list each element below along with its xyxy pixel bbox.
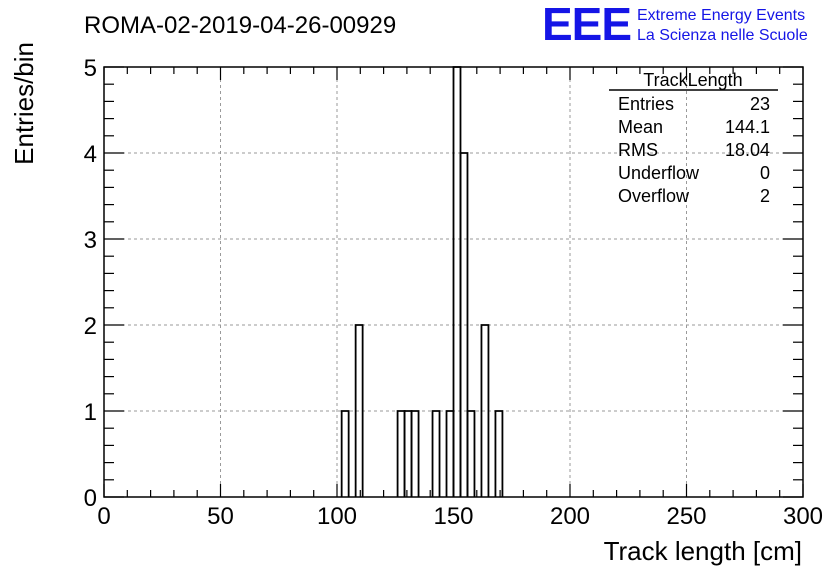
histogram-series: [340, 66, 504, 497]
x-tick-label: 300: [783, 503, 823, 530]
stats-title: TrackLength: [643, 70, 742, 90]
histogram-bin: [459, 152, 469, 497]
histogram-bin: [452, 66, 462, 497]
eee-logo: EEE: [542, 0, 631, 50]
x-tick-label: 250: [666, 503, 706, 530]
x-tick-label: 0: [97, 503, 110, 530]
y-tick-label: 0: [84, 485, 97, 512]
stats-box: TrackLength Entries 23 Mean 144.1 RMS 18.04 Un…: [609, 70, 778, 206]
stats-value: 23: [750, 94, 770, 114]
x-axis-label: Track length [cm]: [604, 536, 802, 566]
org-name-line1: Extreme Energy Events: [637, 7, 805, 24]
x-tick-label: 50: [207, 503, 234, 530]
axis-ticks: [103, 66, 804, 498]
histogram-bin: [396, 410, 406, 497]
histogram-bin: [340, 410, 350, 497]
histogram-bin: [480, 324, 490, 497]
stats-label: Mean: [618, 117, 663, 137]
stats-value: 144.1: [725, 117, 770, 137]
stats-label: Entries: [618, 94, 674, 114]
y-tick-label: 4: [84, 141, 97, 168]
stats-label: RMS: [618, 140, 658, 160]
y-tick-label: 2: [84, 313, 97, 340]
stats-rows: Entries 23 Mean 144.1 RMS 18.04 Underflow 0 Over…: [618, 94, 770, 206]
histogram-bin: [466, 410, 476, 497]
stats-label: Underflow: [618, 163, 700, 183]
histogram-bin: [354, 324, 364, 497]
x-tick-label: 100: [317, 503, 357, 530]
y-tick-label: 5: [84, 55, 97, 82]
stats-label: Overflow: [618, 186, 690, 206]
histogram-bin: [431, 410, 441, 497]
stats-value: 18.04: [725, 140, 770, 160]
histogram-bin: [403, 410, 413, 497]
x-tick-label: 150: [433, 503, 473, 530]
histogram-bin: [410, 410, 420, 497]
stats-value: 0: [760, 163, 770, 183]
y-axis-label: Entries/bin: [9, 42, 39, 165]
histogram-bin: [494, 410, 504, 497]
run-title: ROMA-02-2019-04-26-00929: [84, 12, 396, 39]
y-tick-label: 3: [84, 227, 97, 254]
stats-value: 2: [760, 186, 770, 206]
org-name-line2: La Scienza nelle Scuole: [637, 27, 808, 44]
x-tick-label: 200: [550, 503, 590, 530]
y-tick-label: 1: [84, 399, 97, 426]
histogram-bin: [445, 410, 455, 497]
